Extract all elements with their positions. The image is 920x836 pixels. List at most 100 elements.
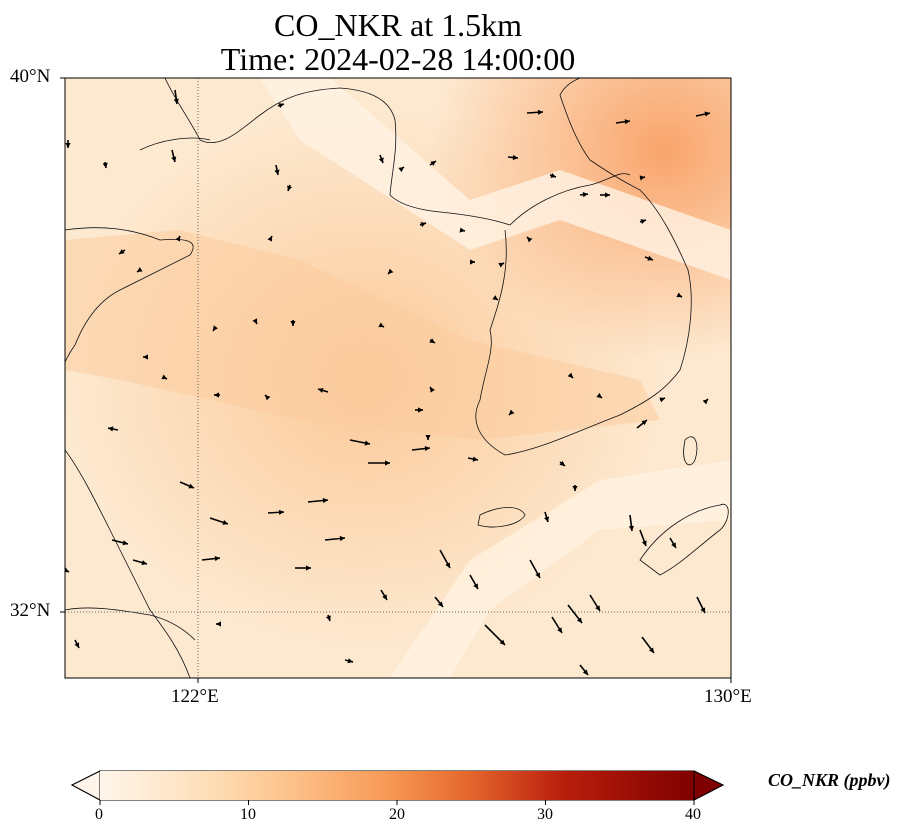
wind-arrow-head [567, 372, 573, 378]
colorbar-tick-label-30: 30 [537, 806, 553, 823]
wind-arrow-head [364, 440, 370, 446]
wind-arrow-head [188, 483, 194, 489]
colorbar-gradient [100, 771, 694, 800]
wind-arrow-head [267, 236, 273, 242]
wind-arrow-head [557, 627, 562, 633]
wind-arrow-head [378, 157, 384, 163]
wind-arrow-head [702, 399, 708, 405]
wind-arrow-head [437, 601, 443, 607]
wind-arrow-head [605, 192, 610, 198]
wind-arrow-head [216, 621, 221, 627]
wind-arrow-head [430, 387, 435, 393]
wind-arrow-head [429, 338, 435, 343]
island-tsushima [683, 436, 698, 466]
wind-arrow-head [509, 409, 515, 415]
field-low-band-north [260, 78, 731, 280]
wind-arrow-head [641, 420, 647, 426]
wind-arrow-head [388, 268, 394, 274]
wind-arrow-head [265, 395, 271, 401]
wind-arrow-head [322, 497, 328, 504]
wind-arrow-head [65, 567, 69, 573]
wind-arrow-head [470, 259, 475, 265]
coastline-yangtze [65, 607, 196, 641]
wind-arrow-head [318, 387, 324, 393]
wind-arrow-head [65, 143, 71, 148]
wind-arrow-head [278, 509, 284, 515]
wind-arrow-head [137, 267, 143, 272]
lat-label-40n: 40°N [10, 66, 51, 87]
wind-arrow-head [161, 374, 167, 380]
wind-arrow-head [102, 162, 108, 168]
wind-arrow-head [700, 607, 706, 613]
wind-arrow-head [425, 435, 431, 440]
coastline-jiangsu [65, 449, 191, 678]
wind-arrow-head [214, 555, 220, 562]
wind-arrow-head [527, 237, 533, 243]
wind-arrow-head [544, 516, 550, 522]
wind-arrow-head [445, 562, 450, 568]
wind-arrow-head [213, 325, 218, 331]
wind-arrow-head [347, 658, 353, 664]
wind-arrow-head [175, 236, 181, 242]
field-central-band [65, 230, 660, 440]
wind-arrow-head [122, 540, 128, 546]
wind-arrow-head [430, 161, 436, 166]
lon-label-130e: 130°E [704, 686, 752, 707]
wind-arrow-head [278, 103, 284, 109]
wind-arrow-head [647, 255, 653, 261]
wind-arrow-head [492, 295, 498, 300]
colorbar-tick-label-0: 0 [95, 806, 103, 823]
wind-arrow-head [641, 540, 647, 546]
wind-arrow-head [704, 111, 710, 117]
wind-arrow-head [595, 605, 600, 611]
wind-arrow-head [214, 392, 219, 398]
wind-arrow-head [628, 525, 634, 531]
wind-arrow-head [141, 560, 147, 566]
wind-arrow-head [550, 172, 556, 178]
wind-arrow-head [596, 392, 602, 398]
wind-arrow-head [382, 594, 387, 600]
wind-arrow-head [252, 318, 258, 324]
wind-arrow-head [559, 460, 565, 466]
gridlines [65, 78, 731, 678]
wind-arrow-head [339, 535, 345, 542]
wind-arrow-head [572, 486, 578, 491]
map-frame [64, 77, 732, 679]
wind-arrow-head [671, 542, 676, 548]
wind-arrow-head [424, 445, 430, 452]
wind-arrow-head [108, 426, 114, 432]
chart-subtitle: Time: 2024-02-28 14:00:00 [220, 41, 576, 77]
wind-arrow-head [420, 222, 426, 228]
wind-arrow-head [290, 321, 296, 326]
coastline-korea [475, 78, 692, 456]
wind-arrow-head [274, 169, 280, 175]
wind-arrow-head [576, 617, 582, 623]
wind-arrow-head [74, 642, 80, 648]
colorbar [70, 770, 725, 805]
wind-arrow-head [582, 192, 588, 198]
colorbar-tick-label-10: 10 [240, 806, 256, 823]
wind-arrow-head [306, 565, 311, 571]
coastline-shandong [65, 227, 194, 363]
wind-arrow-head [624, 119, 630, 125]
wind-arrow-head [640, 219, 646, 225]
lon-label-122e: 122°E [171, 686, 219, 707]
coastline-liaodong [164, 78, 511, 226]
field-low-band-south [390, 460, 731, 678]
wind-arrow-head [385, 460, 390, 466]
wind-arrow-head [171, 156, 177, 162]
wind-arrow-head [498, 262, 504, 268]
wind-arrow-head [473, 583, 478, 589]
colorbar-tick-label-20: 20 [389, 806, 405, 823]
coastline-kyushu [639, 503, 729, 576]
co-field [65, 78, 731, 678]
wind-arrow-head [398, 167, 404, 173]
wind-arrow-head [459, 227, 465, 233]
wind-arrows [65, 89, 711, 676]
wind-arrow-head [512, 154, 518, 161]
wind-arrow-head [648, 647, 654, 653]
axis-ticks [60, 77, 732, 683]
wind-arrow-head [173, 98, 179, 104]
wind-arrow-head [582, 669, 588, 675]
